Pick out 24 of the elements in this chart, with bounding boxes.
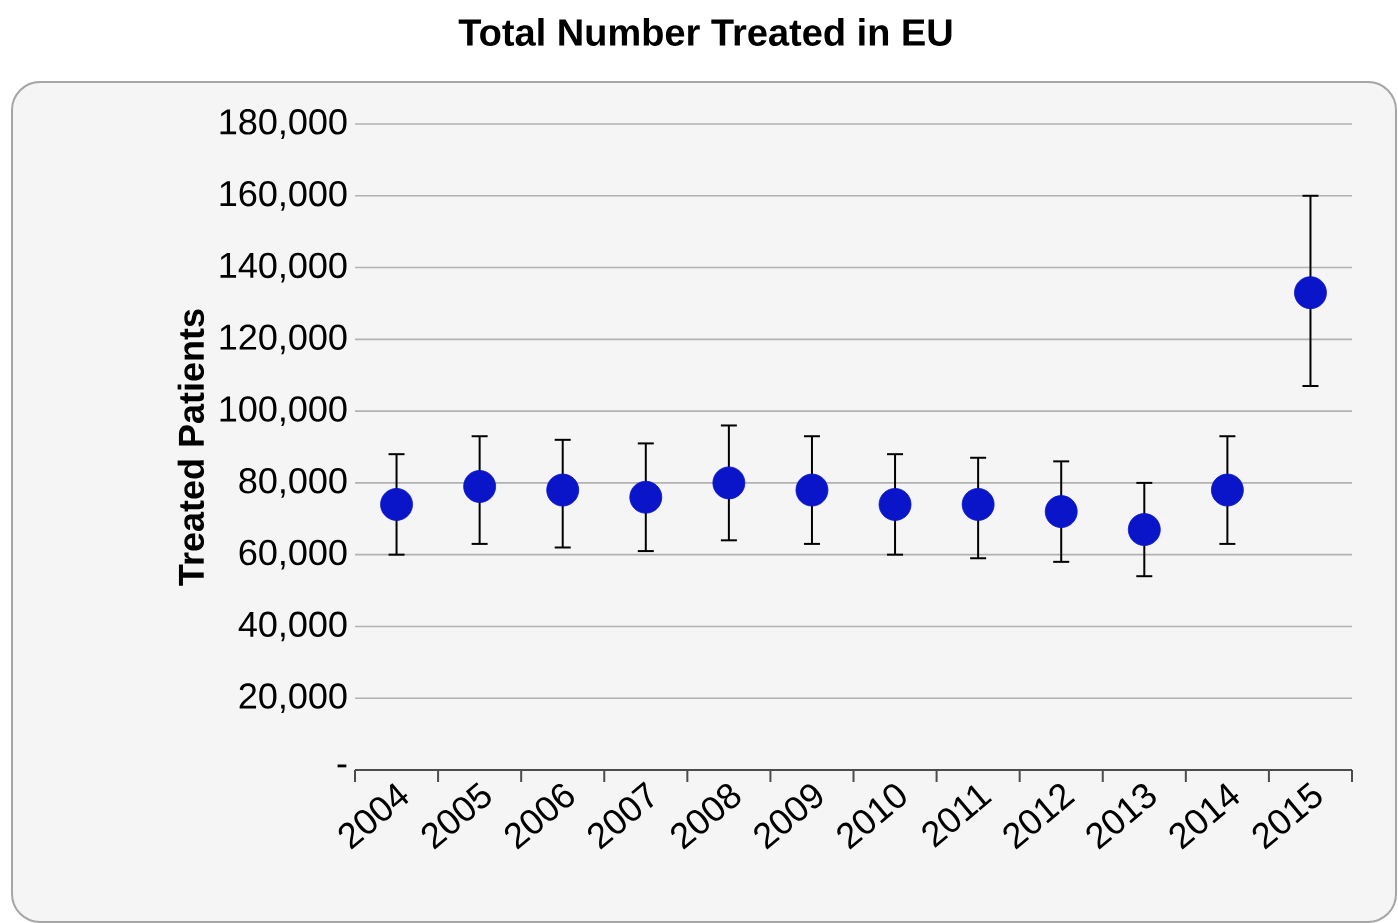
point [629, 480, 663, 514]
y-tick-label: 140,000 [220, 252, 347, 283]
point [1294, 276, 1327, 310]
y-tick-label: - [337, 764, 347, 768]
point [961, 488, 995, 521]
point [546, 473, 580, 507]
y-tick-label: 180,000 [220, 109, 347, 139]
y-tick-label: 40,000 [238, 611, 347, 642]
point [878, 488, 912, 521]
y-tick-label: 120,000 [220, 324, 347, 355]
y-axis-title: Treated Patients [177, 309, 205, 586]
point [380, 488, 413, 521]
y-tick-label: 160,000 [220, 180, 347, 211]
chart-title: Total Number Treated in EU [458, 18, 952, 46]
y-tick-label: 80,000 [239, 468, 347, 498]
y-tick-label: 60,000 [239, 539, 347, 570]
y-tick-label: 100,000 [220, 396, 347, 426]
point [795, 473, 829, 507]
point [1210, 473, 1244, 507]
point [463, 470, 497, 503]
point [1044, 495, 1078, 528]
point [1127, 513, 1161, 546]
y-tick-label: 20,000 [239, 683, 347, 714]
point [712, 466, 746, 500]
